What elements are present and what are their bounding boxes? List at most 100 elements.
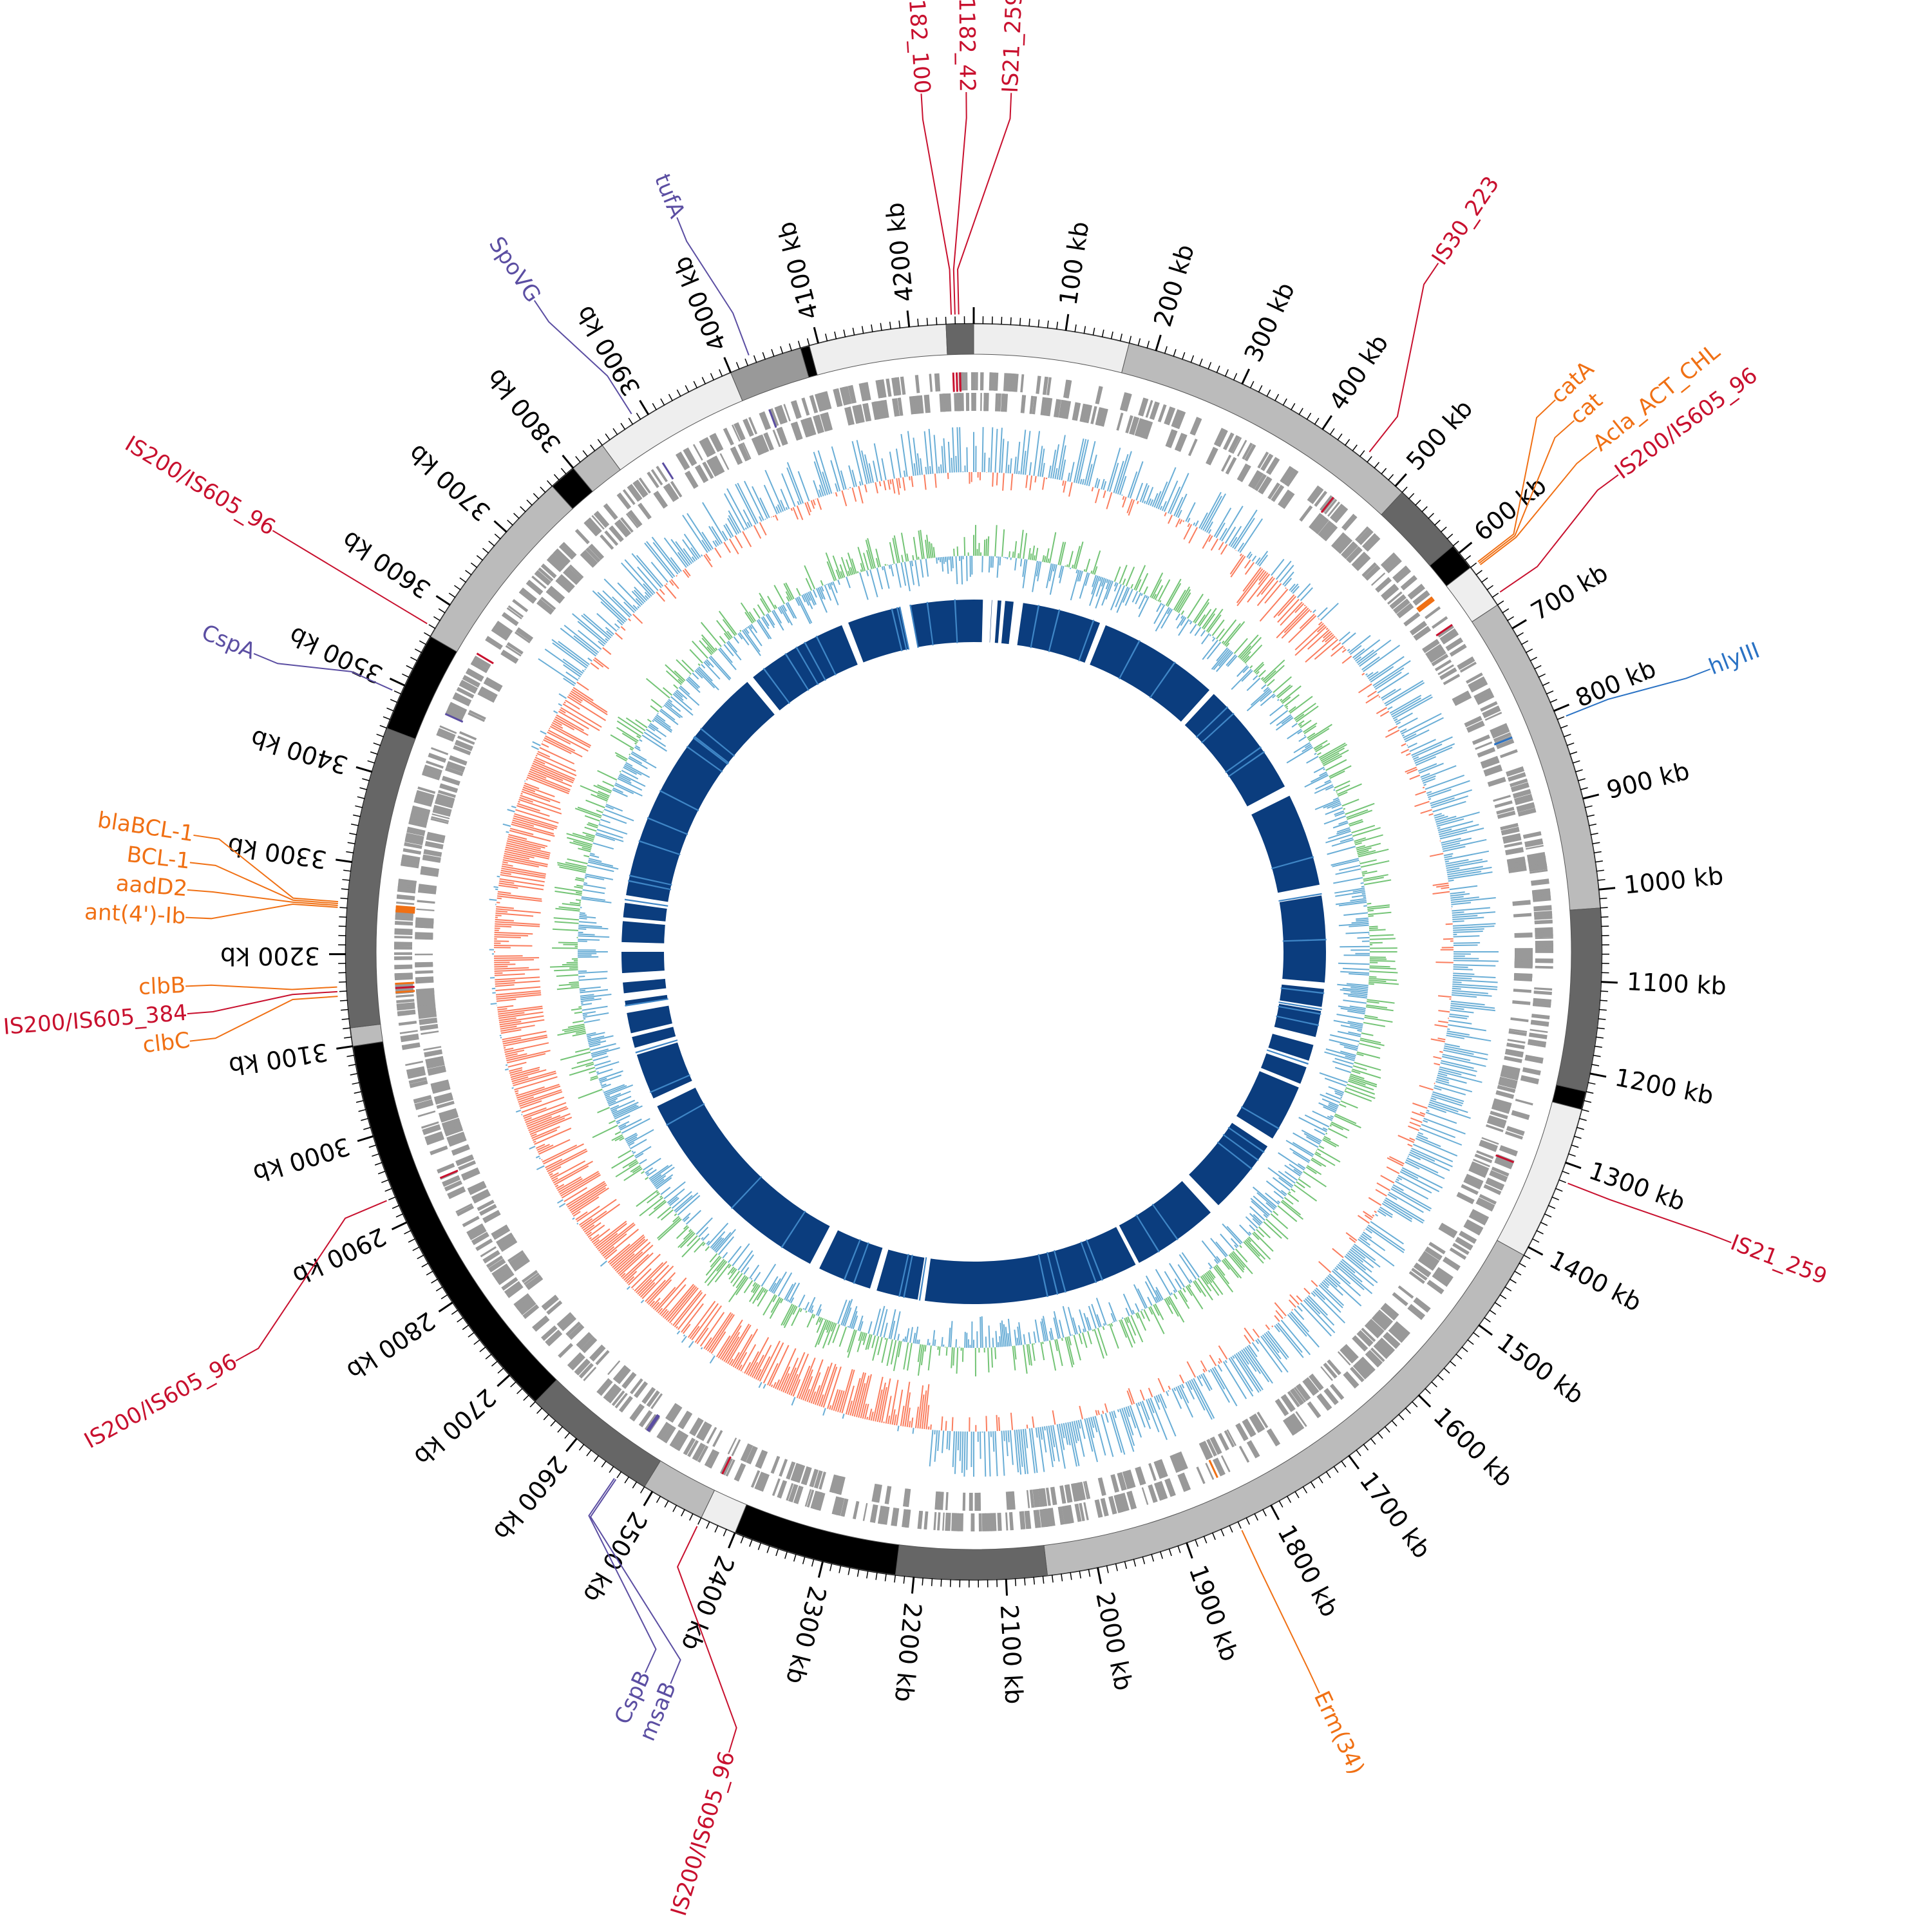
cds-feature [446, 762, 465, 772]
scale-label: 2200 kb [889, 1601, 927, 1703]
scale-tick [1291, 402, 1296, 411]
cds-feature [755, 436, 764, 454]
cds-feature [779, 1459, 788, 1477]
contig-segment [973, 323, 1130, 374]
cds-feature [961, 372, 968, 391]
scale-tick [421, 1262, 429, 1267]
scale-tick [355, 805, 363, 808]
cds-feature [1321, 523, 1334, 539]
blast-low-identity [694, 735, 730, 764]
scale-tick [401, 673, 410, 678]
cds-feature [1331, 1383, 1345, 1399]
scale-tick [1566, 743, 1575, 746]
cds-feature [398, 1021, 417, 1026]
cds-feature [1173, 1454, 1182, 1472]
cds-feature [1483, 1184, 1502, 1195]
cds-feature [1364, 535, 1379, 551]
feature-leader-line [676, 217, 750, 355]
scale-tick [491, 1360, 498, 1367]
contig-segment [730, 348, 810, 401]
cds-feature [935, 1492, 941, 1510]
cds-feature [1469, 679, 1488, 693]
cds-feature [1309, 513, 1326, 532]
cds-feature [923, 394, 931, 413]
cds-feature [1534, 987, 1553, 991]
scale-tick [605, 433, 611, 440]
cds-feature [997, 1513, 1002, 1531]
blast-low-identity [784, 653, 810, 691]
cds-feature [1269, 483, 1280, 500]
cds-feature [1159, 1459, 1168, 1477]
cds-feature [1515, 948, 1533, 952]
scale-tick [343, 869, 352, 872]
scale-tick [1233, 373, 1238, 381]
feature-marker [1418, 599, 1435, 612]
blast-low-identity [1278, 1005, 1321, 1015]
scale-tick [438, 1302, 453, 1313]
scale-tick [408, 1238, 416, 1243]
cds-feature [1413, 1297, 1431, 1313]
cds-feature [815, 1492, 826, 1511]
cds-feature [542, 1295, 558, 1309]
scale-tick [861, 326, 864, 334]
scale-tick [346, 1054, 355, 1057]
cds-feature [1514, 933, 1533, 938]
cds-feature [1522, 1067, 1541, 1075]
cds-feature [1504, 841, 1522, 848]
scale-tick [1314, 417, 1320, 425]
blast-gap [620, 916, 669, 925]
cds-feature [461, 1168, 480, 1181]
cds-feature [1371, 1316, 1387, 1331]
blast-gap [621, 895, 672, 909]
cds-feature [430, 1080, 450, 1089]
scale-tick [1494, 1302, 1502, 1307]
scale-tick [1511, 619, 1527, 630]
cds-feature [819, 392, 828, 411]
cds-feature [1491, 1166, 1510, 1177]
cds-feature [891, 377, 900, 396]
cds-feature [603, 1383, 620, 1402]
cds-feature [1370, 1347, 1385, 1362]
scale-tick [1582, 793, 1600, 800]
cds-feature [531, 575, 547, 589]
scale-tick [1070, 1572, 1072, 1580]
feature-marker [959, 372, 962, 392]
scale-tick [1388, 474, 1394, 481]
cds-feature [978, 1513, 982, 1531]
scale-tick [1455, 1354, 1463, 1359]
cds-feature [1384, 556, 1399, 570]
cds-feature [1455, 1236, 1473, 1251]
scale-tick [553, 474, 560, 481]
cds-feature [1154, 1482, 1163, 1501]
cds-feature [874, 1484, 882, 1503]
cds-feature [1525, 842, 1544, 848]
cds-feature [421, 866, 439, 874]
scale-tick [339, 999, 348, 1001]
scale-tick [797, 341, 801, 349]
cds-feature [585, 547, 601, 563]
cds-feature [689, 1417, 703, 1436]
cds-feature [1531, 878, 1549, 886]
cds-feature [732, 424, 741, 442]
cds-feature [706, 1426, 717, 1444]
cds-feature [416, 791, 435, 798]
scale-tick [1203, 1535, 1208, 1544]
cds-feature [580, 1336, 596, 1352]
scale-tick [1458, 542, 1473, 554]
cds-feature [1337, 1351, 1351, 1366]
cds-feature [431, 816, 450, 822]
cds-feature [525, 1274, 544, 1291]
cds-feature [734, 422, 746, 441]
cds-feature [574, 1358, 591, 1376]
cds-feature [576, 1332, 591, 1347]
blast-gap [622, 999, 672, 1014]
scale-tick [376, 734, 384, 737]
scale-tick [866, 1570, 869, 1579]
scale-tick [414, 649, 422, 654]
cds-feature [620, 517, 634, 533]
scale-tick [1282, 398, 1287, 406]
cds-feature [491, 1224, 509, 1238]
feature-marker [1208, 1459, 1218, 1479]
scale-tick [497, 1367, 504, 1374]
scale-tick [1186, 1542, 1193, 1559]
